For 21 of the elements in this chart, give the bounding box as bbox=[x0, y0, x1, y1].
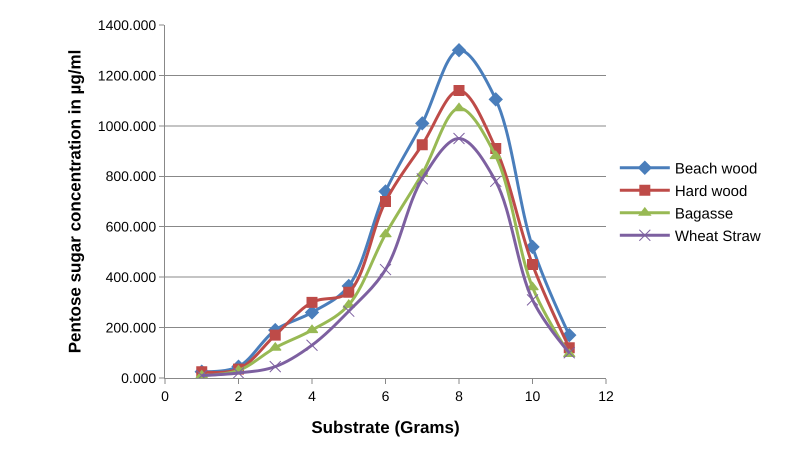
legend-label: Hard wood bbox=[674, 183, 748, 200]
legend-label: Bagasse bbox=[674, 206, 734, 223]
x-tick-label: 6 bbox=[382, 388, 390, 404]
y-tick-label: 1000.000 bbox=[98, 118, 156, 134]
y-tick-label: 400.000 bbox=[106, 269, 156, 286]
x-tick-label: 0 bbox=[161, 388, 170, 404]
y-tick-label: 1200.000 bbox=[98, 67, 156, 84]
x-tick-label: 2 bbox=[234, 388, 243, 404]
y-tick-label: 600.000 bbox=[106, 218, 156, 235]
y-tick-label: 0.000 bbox=[121, 370, 156, 386]
x-tick-label: 12 bbox=[598, 388, 614, 404]
legend-label: Beach wood bbox=[674, 160, 758, 178]
y-axis-title: Pentose sugar concentration in µg/ml bbox=[65, 50, 84, 354]
y-tick-label: 800.000 bbox=[106, 168, 156, 184]
y-tick-label: 1400.000 bbox=[98, 16, 156, 33]
y-tick-label: 200.000 bbox=[106, 319, 156, 336]
x-tick-label: 8 bbox=[455, 388, 464, 404]
x-axis-title: Substrate (Grams) bbox=[311, 418, 460, 438]
x-tick-label: 10 bbox=[524, 388, 540, 404]
legend-label: Wheat Straw bbox=[674, 228, 761, 246]
x-tick-label: 4 bbox=[308, 388, 316, 404]
